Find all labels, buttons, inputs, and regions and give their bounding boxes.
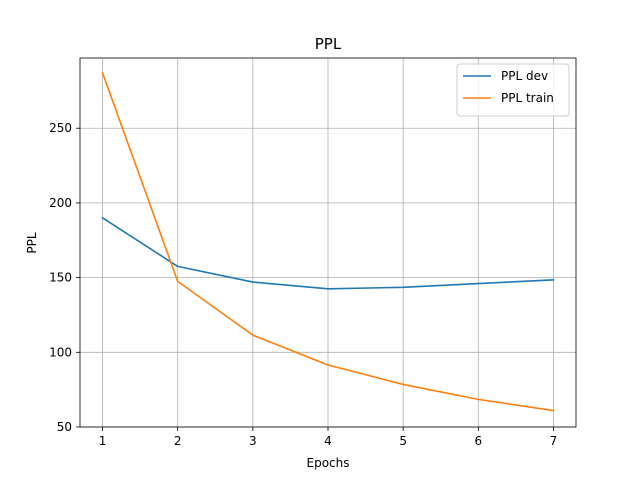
x-tick-label: 7 — [550, 434, 558, 448]
x-tick-label: 2 — [174, 434, 182, 448]
y-tick-label: 100 — [49, 345, 72, 359]
series-line-ppl-train — [101, 71, 555, 412]
series-line-ppl-dev — [101, 216, 555, 290]
x-tick-label: 1 — [99, 434, 107, 448]
chart-title: PPL — [315, 35, 342, 53]
legend-label: PPL train — [501, 91, 554, 105]
y-axis-label: PPL — [25, 232, 39, 253]
y-tick-label: 50 — [57, 420, 72, 434]
legend: PPL dev PPL train — [456, 63, 570, 117]
legend-label: PPL dev — [501, 69, 548, 83]
y-tick-label: 250 — [49, 121, 72, 135]
y-tick-label: 200 — [49, 196, 72, 210]
x-tick-label: 6 — [474, 434, 482, 448]
y-tick-label: 150 — [49, 271, 72, 285]
x-axis-label: Epochs — [307, 456, 350, 470]
x-tick-label: 3 — [249, 434, 257, 448]
series-lines — [101, 71, 555, 412]
x-tick-label: 5 — [399, 434, 407, 448]
axis-ticks: 1 2 3 4 5 6 7 50 100 150 200 250 — [49, 121, 557, 448]
legend-box — [456, 63, 570, 117]
x-tick-label: 4 — [324, 434, 332, 448]
